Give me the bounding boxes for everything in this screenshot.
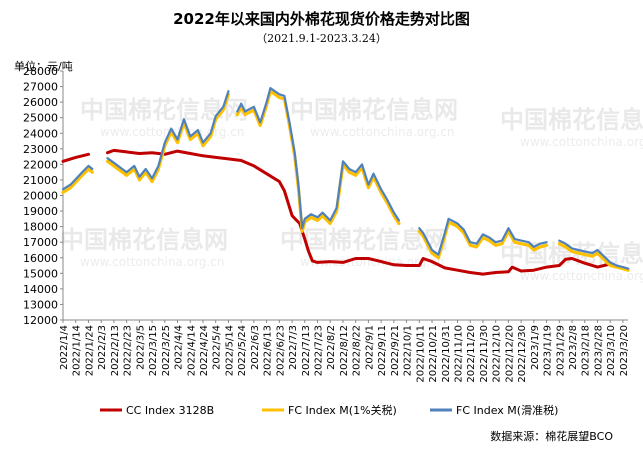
y-tick-label: 16000 (23, 252, 58, 265)
y-tick-label: 28000 (23, 65, 58, 78)
y-tick-label: 18000 (23, 221, 58, 234)
legend-label: FC Index M(滑准税) (456, 403, 558, 417)
x-tick-label: 2023/1/9 (530, 325, 541, 370)
axes: 12000 13000 14000 15000 16000 17000 18000 19000… (23, 65, 630, 383)
x-tick-label: 2023/2/28 (593, 325, 604, 376)
x-tick-label: 2022/5/24 (237, 325, 248, 376)
x-tick-label: 2023/3/10 (606, 325, 617, 376)
source-note: 数据来源：棉花展望BCO (490, 430, 613, 443)
x-tick-label: 2022/6/23 (275, 325, 286, 376)
series-line-2 (61, 89, 630, 272)
x-tick-label: 2022/9/21 (390, 325, 401, 376)
x-tick-label: 2022/10/21 (428, 325, 439, 383)
x-tick-label: 2022/2/13 (110, 325, 121, 376)
y-tick-label: 15000 (23, 267, 58, 280)
series-line-1 (61, 148, 630, 276)
x-tick-label: 2022/9/11 (377, 325, 388, 376)
series-layer (61, 87, 630, 276)
x-tick-label: 2023/2/8 (568, 325, 579, 370)
x-tick-label: 2022/1/14 (72, 325, 83, 376)
x-tick-label: 2022/2/23 (123, 325, 134, 376)
watermark-brand: 中国棉花信息网 (290, 96, 458, 124)
x-tick-label: 2023/1/19 (543, 325, 554, 376)
x-tick-label: 2022/3/25 (161, 325, 172, 376)
chart-subtitle: （2021.9.1-2023.3.24） (256, 32, 387, 45)
x-tick-label: 2023/1/29 (555, 325, 566, 376)
x-tick-label: 2022/10/11 (415, 325, 426, 383)
y-tick-label: 21000 (23, 174, 58, 187)
x-tick-label: 2022/7/23 (314, 325, 325, 376)
watermark-url: www.cottonchina.org.cn (80, 255, 224, 269)
x-tick-label: 2022/8/12 (339, 325, 350, 376)
x-tick-label: 2023/3/20 (619, 325, 630, 376)
x-tick-label: 2022/12/10 (492, 325, 503, 383)
x-tick-label: 2022/4/4 (174, 325, 185, 370)
x-tick-label: 2022/3/15 (148, 325, 159, 376)
y-tick-label: 25000 (23, 112, 58, 125)
x-tick-label: 2022/12/30 (517, 325, 528, 383)
watermark-brand: 中国棉花信息网 (500, 106, 643, 134)
x-tick-label: 2022/7/3 (288, 325, 299, 370)
x-tick-label: 2022/10/1 (403, 325, 414, 376)
y-tick-label: 19000 (23, 205, 58, 218)
legend: CC Index 3128B FC Index M(1%关税) FC Index M… (100, 403, 558, 417)
x-tick-label: 2022/10/31 (441, 325, 452, 383)
x-tick-label: 2023/2/18 (581, 325, 592, 376)
x-tick-label: 2022/6/3 (250, 325, 261, 370)
y-tick-label: 23000 (23, 143, 58, 156)
y-tick-label: 14000 (23, 283, 58, 296)
watermark-url: www.cottonchina.org.cn (520, 135, 643, 149)
x-tick-label: 2022/2/3 (97, 325, 108, 370)
x-tick-label: 2022/11/20 (466, 325, 477, 383)
y-tick-label: 24000 (23, 127, 58, 140)
legend-label: FC Index M(1%关税) (288, 403, 397, 417)
x-tick-label: 2022/9/1 (364, 325, 375, 370)
x-tick-label: 2022/12/20 (504, 325, 515, 383)
y-tick-label: 12000 (23, 314, 58, 327)
x-tick-label: 2022/11/30 (479, 325, 490, 383)
x-tick-label: 2022/8/2 (326, 325, 337, 370)
x-tick-label: 2022/4/24 (199, 325, 210, 376)
watermark-layer: 中国棉花信息网www.cottonchina.org.cn中国棉花信息网www.… (60, 96, 643, 283)
y-tick-label: 22000 (23, 158, 58, 171)
x-tick-label: 2022/7/13 (301, 325, 312, 376)
x-tick-label: 2022/11/10 (453, 325, 464, 383)
y-tick-label: 27000 (23, 81, 58, 94)
x-tick-label: 2022/1/4 (59, 325, 70, 370)
x-tick-label: 2022/5/14 (224, 325, 235, 376)
x-tick-label: 2022/1/24 (84, 325, 95, 376)
x-tick-label: 2022/6/13 (263, 325, 274, 376)
legend-label: CC Index 3128B (126, 404, 214, 417)
x-tick-label: 2022/3/5 (135, 325, 146, 370)
y-tick-label: 17000 (23, 236, 58, 249)
y-tick-label: 13000 (23, 298, 58, 311)
y-axis-unit-label: 单位：元/吨 (14, 60, 73, 73)
x-tick-label: 2022/8/22 (352, 325, 363, 376)
watermark-url: www.cottonchina.org.cn (310, 125, 454, 139)
y-tick-label: 20000 (23, 190, 58, 203)
watermark-brand: 中国棉花信息网 (60, 226, 228, 254)
series-line-3 (61, 87, 630, 270)
watermark-url: www.cottonchina.org.cn (520, 269, 643, 283)
chart-title: 2022年以来国内外棉花现货价格走势对比图 (173, 10, 470, 28)
x-tick-label: 2022/4/14 (186, 325, 197, 376)
y-tick-label: 26000 (23, 96, 58, 109)
x-tick-label: 2022/5/4 (212, 325, 223, 370)
